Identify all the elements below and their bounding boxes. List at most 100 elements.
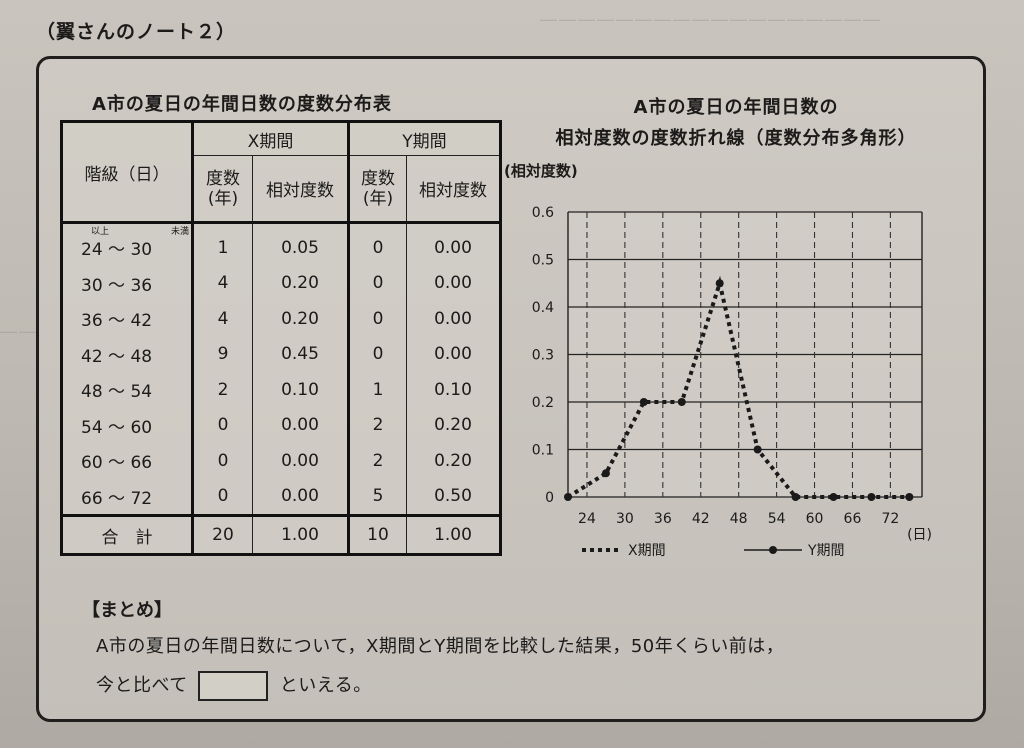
class-cell: 42 ～ 48: [60, 336, 194, 372]
y-relative: 0.00: [406, 301, 502, 337]
x-frequency: 2: [192, 372, 253, 408]
note-title: （翼さんのノート２）: [36, 21, 237, 43]
class-cell: 54 ～ 60: [60, 407, 194, 443]
table-row: 54 ～ 60 0 0.00 2 0.20: [60, 407, 502, 443]
x-tick-label: 54: [768, 511, 786, 527]
x-tick-label: 66: [844, 511, 862, 527]
total-y-relative: 1.00: [406, 514, 502, 556]
y-tick-label: 0.5: [532, 253, 554, 269]
y-frequency: 0: [348, 222, 407, 266]
legend-x-period-label: X期間: [628, 543, 666, 559]
x-period-data-point: [791, 493, 800, 501]
x-period-data-point: [639, 398, 648, 406]
x-relative: 0.05: [252, 222, 350, 266]
x-period-data-point: [753, 445, 762, 454]
table-body: 以上 未満 24 ～ 30 1 0.05 0 0.00 30 ～ 36 4 0.…: [60, 222, 502, 516]
x-axis-label: (日): [907, 527, 932, 543]
x-tick-label: 24: [578, 511, 596, 527]
y-tick-label: 0.2: [532, 395, 554, 411]
y-frequency: 1: [348, 372, 407, 408]
total-x-frequency: 20: [192, 514, 253, 556]
background-show-through: ――――――――――――――――――: [540, 10, 882, 30]
x-frequency: 0: [192, 478, 253, 516]
y-frequency: 0: [348, 301, 407, 337]
x-period-data-point: [715, 279, 724, 288]
chart-title: A市の夏日の年間日数の 相対度数の度数折れ線（度数分布多角形）: [506, 92, 966, 154]
inclusive-label: 以上: [91, 227, 110, 237]
x-relative: 0.00: [252, 443, 350, 479]
summary-line-2-before: 今と比べて: [96, 675, 188, 696]
total-label: 合 計: [60, 514, 194, 556]
y-relative: 0.20: [406, 407, 502, 443]
y-relative: 0.00: [406, 336, 502, 372]
chart-title-line2: 相対度数の度数折れ線（度数分布多角形）: [555, 128, 917, 149]
y-tick-label: 0.6: [532, 205, 554, 221]
frequency-table: 階級（日） X期間 Y期間 度数 (年) 相対度数 度数 (年) 相対度数 以上 未…: [60, 120, 502, 556]
relative-frequency-polygon-chart: (相対度数) 0.6 0.5 0.4 0.3 0.2 0.1 0 24 30 36 42 48 54 60 6…: [504, 162, 932, 559]
x-frequency: 0: [192, 443, 253, 479]
y-relative: 0.50: [406, 478, 502, 516]
x-frequency: 4: [192, 301, 253, 337]
y-freq-header: 度数 (年): [348, 155, 407, 224]
class-cell: 66 ～ 72: [60, 478, 194, 516]
y-period-header: Y期間: [348, 120, 502, 156]
x-period-header: X期間: [192, 120, 350, 156]
summary-heading: 【まとめ】: [82, 600, 172, 621]
y-frequency: 0: [348, 336, 407, 372]
table-row: 以上 未満 24 ～ 30 1 0.05 0 0.00: [60, 222, 502, 266]
y-frequency: 2: [348, 407, 407, 443]
y-rel-header: 相対度数: [406, 155, 502, 224]
x-relative: 0.00: [252, 407, 350, 443]
y-relative: 0.10: [406, 372, 502, 408]
class-cell: 36 ～ 42: [60, 301, 194, 337]
exclusive-label: 未満: [171, 227, 190, 237]
x-relative: 0.10: [252, 372, 350, 408]
x-relative: 0.00: [252, 478, 350, 516]
x-tick-label: 48: [730, 511, 748, 527]
total-y-frequency: 10: [348, 514, 407, 556]
x-frequency: 0: [192, 407, 253, 443]
x-period-series-line: [566, 275, 910, 499]
y-relative: 0.00: [406, 222, 502, 266]
y-axis-label: (相対度数): [504, 162, 578, 180]
y-tick-label: 0.1: [532, 443, 554, 459]
x-relative: 0.45: [252, 336, 350, 372]
legend-y-period-marker: [769, 546, 777, 554]
total-row: 合 計 20 1.00 10 1.00: [60, 514, 502, 556]
chart-title-line1: A市の夏日の年間日数の: [633, 97, 839, 118]
summary-line-2: 今と比べて といえる。: [96, 671, 372, 701]
class-header: 階級（日）: [60, 120, 194, 224]
answer-blank-box[interactable]: [197, 671, 268, 701]
x-relative: 0.20: [252, 301, 350, 337]
x-rel-header: 相対度数: [252, 155, 350, 224]
x-freq-header: 度数 (年): [192, 155, 253, 224]
x-period-data-point: [601, 469, 610, 478]
class-cell: 48 ～ 54: [60, 372, 194, 408]
legend-y-period-label: Y期間: [807, 543, 845, 559]
summary-line-1: A市の夏日の年間日数について，X期間とY期間を比較した結果，50年くらい前は，: [96, 636, 785, 657]
x-period-data-point: [829, 493, 838, 501]
y-frequency: 0: [348, 265, 407, 301]
y-frequency: 2: [348, 443, 407, 479]
x-frequency: 1: [192, 222, 253, 266]
x-period-data-point: [677, 398, 686, 406]
y-relative: 0.20: [406, 443, 502, 479]
class-cell: 60 ～ 66: [60, 443, 194, 479]
background-show-through: ――: [0, 322, 38, 342]
y-tick-label: 0.4: [532, 300, 554, 316]
x-period-data-point: [564, 493, 572, 501]
class-cell: 以上 未満 24 ～ 30: [60, 222, 194, 266]
x-period-data-point: [867, 493, 876, 501]
x-tick-label: 60: [806, 511, 824, 527]
x-tick-label: 72: [881, 511, 899, 527]
x-tick-label: 42: [692, 511, 710, 527]
y-relative: 0.00: [406, 265, 502, 301]
table-row: 36 ～ 42 4 0.20 0 0.00: [60, 301, 502, 337]
x-relative: 0.20: [252, 265, 350, 301]
table-row: 66 ～ 72 0 0.00 5 0.50: [60, 478, 502, 516]
y-frequency: 5: [348, 478, 407, 516]
table-row: 48 ～ 54 2 0.10 1 0.10: [60, 372, 502, 408]
table-row: 42 ～ 48 9 0.45 0 0.00: [60, 336, 502, 372]
x-frequency: 9: [192, 336, 253, 372]
table-caption: A市の夏日の年間日数の度数分布表: [92, 94, 392, 115]
